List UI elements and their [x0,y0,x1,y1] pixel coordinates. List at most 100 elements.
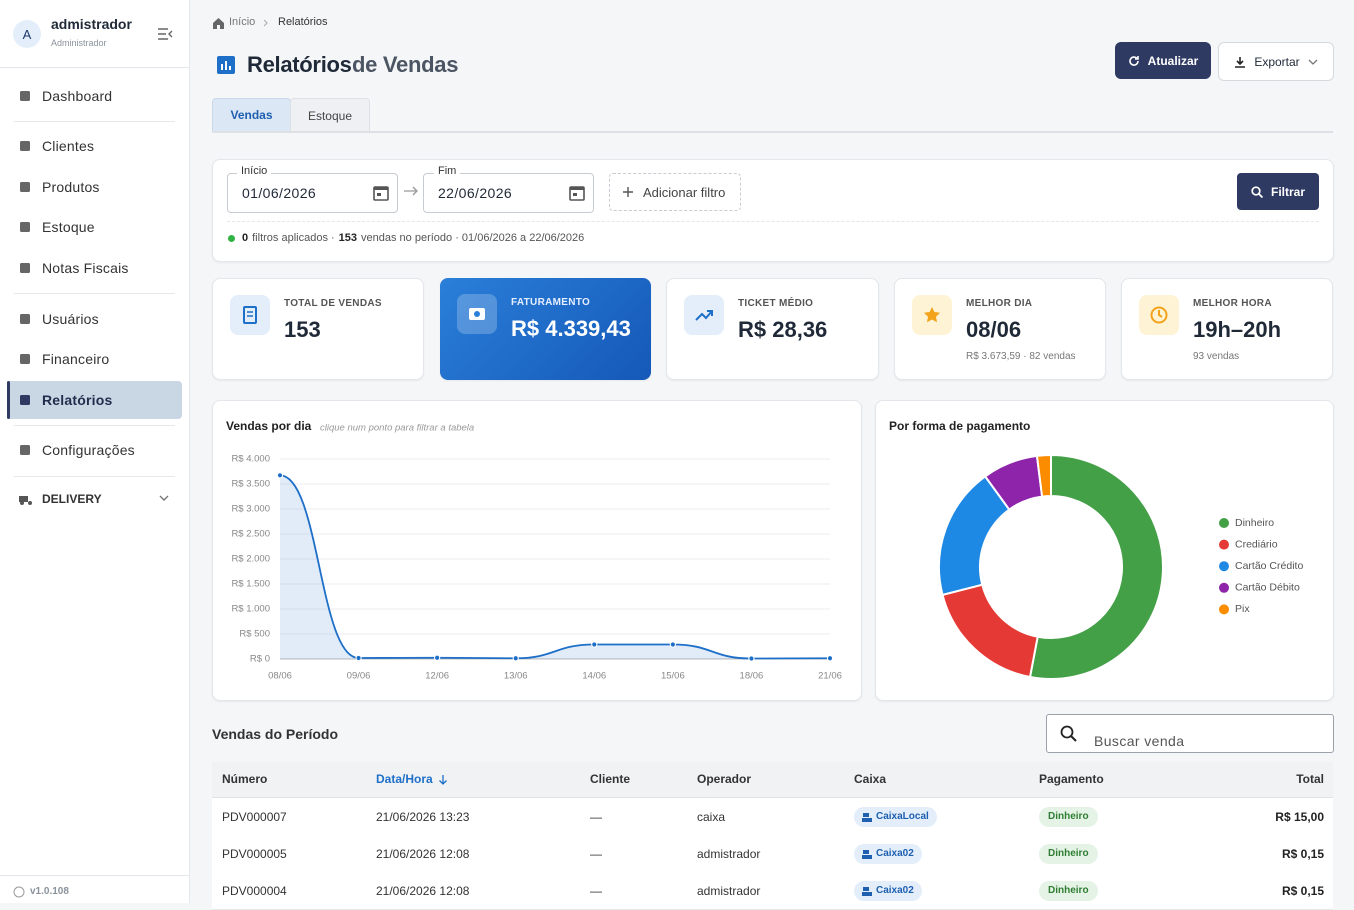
point [669,641,676,648]
column-header[interactable]: Data/Hora [376,772,448,786]
info-icon [13,886,25,898]
delivery[interactable]: DELIVERY [42,492,102,506]
nav-icon [20,395,30,405]
nav-item[interactable]: Financeiro [7,340,182,378]
date-value: 22/06/2026 [438,185,513,201]
start-date-field[interactable]: 01/06/2026 [227,173,398,213]
nav-item[interactable]: Configurações [7,431,182,469]
register-icon [862,849,872,859]
tab-line [212,131,1333,133]
nav-item[interactable]: Produtos [7,168,182,206]
legend-swatch [1219,582,1229,593]
filter-card: 01/06/2026 Início 22/06/2026 Fim Adicion… [212,159,1334,262]
kpi-value: 08/06 [966,317,1022,342]
kpi-label: MELHOR DIA [966,298,1033,309]
cell: 21/06/2026 12:08 [376,883,470,898]
collapse-icon[interactable] [157,27,173,41]
kpi-glyph [695,310,713,321]
table-title: Vendas do Período [212,726,339,742]
export-button[interactable]: Exportar [1218,42,1334,81]
column-header[interactable]: Cliente [590,772,630,786]
refresh-button[interactable]: Atualizar [1115,42,1211,79]
calendar-icon [569,186,585,201]
nav-label: Estoque [42,219,95,235]
nav-icon [20,141,30,151]
register-chip: Caixa02 [854,843,922,864]
y-tick-label: R$ 500 [239,629,270,640]
column-label: Total [1296,772,1324,786]
cell: PDV000007 [222,809,287,824]
cell: 21/06/2026 12:08 [376,846,470,861]
divider [14,425,175,426]
home-icon[interactable] [212,17,225,29]
cell: admistrador [697,846,761,861]
breadcrumb-separator [263,19,268,27]
kpi-note: 93 vendas [1193,351,1240,362]
legend-label: Cartão Débito [1235,582,1300,594]
page-title-suffix: de Vendas [352,52,459,77]
line [279,474,831,660]
search-box[interactable]: Buscar venda [1046,714,1334,753]
cell: caixa [697,809,726,824]
tab-active[interactable]: Vendas [212,98,291,133]
user-name: admistrador [51,16,132,32]
nav-item[interactable]: Clientes [7,127,182,165]
refresh-icon [1128,55,1139,66]
kpi-card: TICKET MÉDIO R$ 28,36 [666,278,879,380]
x-tick-label: 14/06 [582,671,606,682]
line-chart-card [212,400,862,701]
kpi-icon [457,294,497,334]
version: v1.0.108 [30,886,69,897]
sales-text: vendas no período · 01/06/2026 a 22/06/2… [361,232,585,244]
kpi-label: TOTAL DE VENDAS [284,298,382,309]
nav-item[interactable]: Relatórios [7,381,182,419]
chart-title: Vendas por dia [226,419,312,433]
nav-label: Configurações [42,442,135,458]
filter-summary: 0 filtros aplicados · 153 vendas no perí… [228,232,584,244]
area [280,475,830,659]
kpi-icon [230,295,270,335]
nav-item[interactable]: Dashboard [7,77,182,115]
column-header[interactable]: Operador [697,772,751,786]
chart-title: Por forma de pagamento [889,419,1030,433]
kpi-icon [684,295,724,335]
tab[interactable]: Estoque [290,98,370,133]
kpi-label: TICKET MÉDIO [738,298,814,309]
legend-label: Pix [1235,603,1250,615]
divider [227,221,1319,222]
kpi-card: MELHOR DIA 08/06 R$ 3.673,59 · 82 vendas [894,278,1106,380]
add-filter-button[interactable]: Adicionar filtro [609,173,741,211]
end-date-field[interactable]: 22/06/2026 [423,173,594,213]
start-date-label: Início [237,165,272,177]
applied-count: 0 [242,232,249,244]
x-tick-label: 13/06 [504,671,528,682]
filter-button[interactable]: Filtrar [1237,173,1319,210]
breadcrumb-link[interactable]: Início [229,16,256,28]
sort-icon [438,774,447,785]
y-tick-label: R$ 1.000 [231,604,270,615]
end-date-label: Fim [434,165,461,177]
kpi-label: FATURAMENTO [511,297,591,308]
x-tick-label: 08/06 [268,671,292,682]
nav-item[interactable]: Estoque [7,208,182,246]
nav-item[interactable]: Usuários [7,300,182,338]
column-header[interactable]: Total [1296,772,1324,786]
refresh-label: Atualizar [1147,53,1199,68]
column-header[interactable]: Número [222,772,267,786]
point [512,655,519,662]
x-tick-label: 15/06 [661,671,685,682]
nav-label: Dashboard [42,88,113,104]
y-tick-label: R$ 2.000 [231,554,270,565]
cell-total: R$ 0,15 [1281,883,1324,898]
cell: 21/06/2026 13:23 [376,809,470,824]
kpi-value: 19h–20h [1193,317,1282,342]
x-tick-label: 21/06 [818,671,842,682]
nav-item[interactable]: Notas Fiscais [7,249,182,287]
column-header[interactable]: Caixa [854,772,886,786]
divider [0,67,189,68]
kpi-icon [912,295,952,335]
divider [14,476,175,477]
column-label: Data/Hora [376,772,433,786]
column-header[interactable]: Pagamento [1039,772,1104,786]
legend-swatch [1219,604,1229,615]
